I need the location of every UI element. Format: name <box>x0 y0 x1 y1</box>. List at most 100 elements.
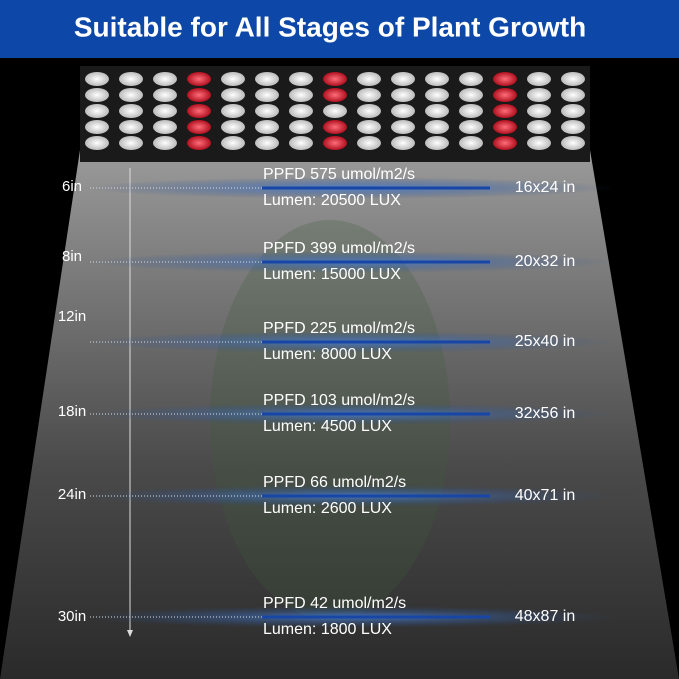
led <box>493 136 517 150</box>
led <box>357 104 381 118</box>
led <box>425 136 449 150</box>
led <box>187 88 211 102</box>
led <box>85 72 109 86</box>
title: Suitable for All Stages of Plant Growth <box>74 11 586 42</box>
led <box>323 72 347 86</box>
led <box>323 136 347 150</box>
area-label: 16x24 in <box>515 179 576 196</box>
led <box>289 104 313 118</box>
led <box>119 120 143 134</box>
led <box>187 120 211 134</box>
led <box>493 88 517 102</box>
ppfd-label: PPFD 103 umol/m2/s <box>263 392 415 409</box>
led <box>153 72 177 86</box>
led <box>459 104 483 118</box>
led <box>391 88 415 102</box>
area-label: 48x87 in <box>515 608 576 625</box>
led <box>561 72 585 86</box>
ppfd-label: PPFD 399 umol/m2/s <box>263 240 415 257</box>
led <box>459 120 483 134</box>
led <box>119 72 143 86</box>
led <box>459 72 483 86</box>
led <box>221 120 245 134</box>
ppfd-label: PPFD 575 umol/m2/s <box>263 166 415 183</box>
led <box>323 104 347 118</box>
led <box>85 136 109 150</box>
rows: 6in PPFD 575 umol/m2/s Lumen: 20500 LUX 16x… <box>58 166 615 638</box>
axis-arrow <box>127 630 133 637</box>
distance-label: 24in <box>58 486 86 503</box>
led <box>289 136 313 150</box>
led <box>153 136 177 150</box>
led <box>357 88 381 102</box>
led <box>221 104 245 118</box>
led <box>289 72 313 86</box>
lumen-label: Lumen: 20500 LUX <box>263 192 401 209</box>
led <box>425 72 449 86</box>
led <box>323 120 347 134</box>
led <box>119 104 143 118</box>
led <box>561 88 585 102</box>
led <box>255 104 279 118</box>
led <box>221 72 245 86</box>
led <box>289 88 313 102</box>
header-bar <box>0 0 679 58</box>
led <box>221 88 245 102</box>
led <box>153 104 177 118</box>
lumen-label: Lumen: 8000 LUX <box>263 346 392 363</box>
led <box>527 88 551 102</box>
led <box>119 136 143 150</box>
led <box>255 88 279 102</box>
led <box>255 72 279 86</box>
area-label: 32x56 in <box>515 405 576 422</box>
led <box>391 136 415 150</box>
led <box>527 72 551 86</box>
led <box>255 120 279 134</box>
distance-label: 18in <box>58 403 86 420</box>
led <box>187 136 211 150</box>
lumen-label: Lumen: 2600 LUX <box>263 500 392 517</box>
lumen-label: Lumen: 4500 LUX <box>263 418 392 435</box>
led <box>187 104 211 118</box>
led <box>459 136 483 150</box>
led <box>391 120 415 134</box>
led <box>119 88 143 102</box>
lumen-label: Lumen: 1800 LUX <box>263 621 392 638</box>
area-label: 40x71 in <box>515 487 576 504</box>
led <box>493 104 517 118</box>
led <box>527 136 551 150</box>
led-grid <box>85 72 585 150</box>
ppfd-label: PPFD 66 umol/m2/s <box>263 474 406 491</box>
led <box>85 104 109 118</box>
ppfd-label: PPFD 225 umol/m2/s <box>263 320 415 337</box>
led <box>561 120 585 134</box>
led <box>561 136 585 150</box>
led <box>85 120 109 134</box>
led <box>425 104 449 118</box>
led <box>493 120 517 134</box>
led <box>425 120 449 134</box>
led <box>493 72 517 86</box>
ppfd-label: PPFD 42 umol/m2/s <box>263 595 406 612</box>
led <box>391 104 415 118</box>
led <box>561 104 585 118</box>
led <box>357 136 381 150</box>
distance-label: 12in <box>58 308 86 325</box>
led <box>255 136 279 150</box>
led <box>391 72 415 86</box>
led <box>527 120 551 134</box>
led <box>323 88 347 102</box>
led <box>459 88 483 102</box>
led <box>357 120 381 134</box>
led <box>153 120 177 134</box>
distance-label: 6in <box>62 178 82 195</box>
area-label: 20x32 in <box>515 253 576 270</box>
led <box>425 88 449 102</box>
area-label: 25x40 in <box>515 333 576 350</box>
distance-label: 30in <box>58 608 86 625</box>
led <box>221 136 245 150</box>
led <box>527 104 551 118</box>
lumen-label: Lumen: 15000 LUX <box>263 266 401 283</box>
